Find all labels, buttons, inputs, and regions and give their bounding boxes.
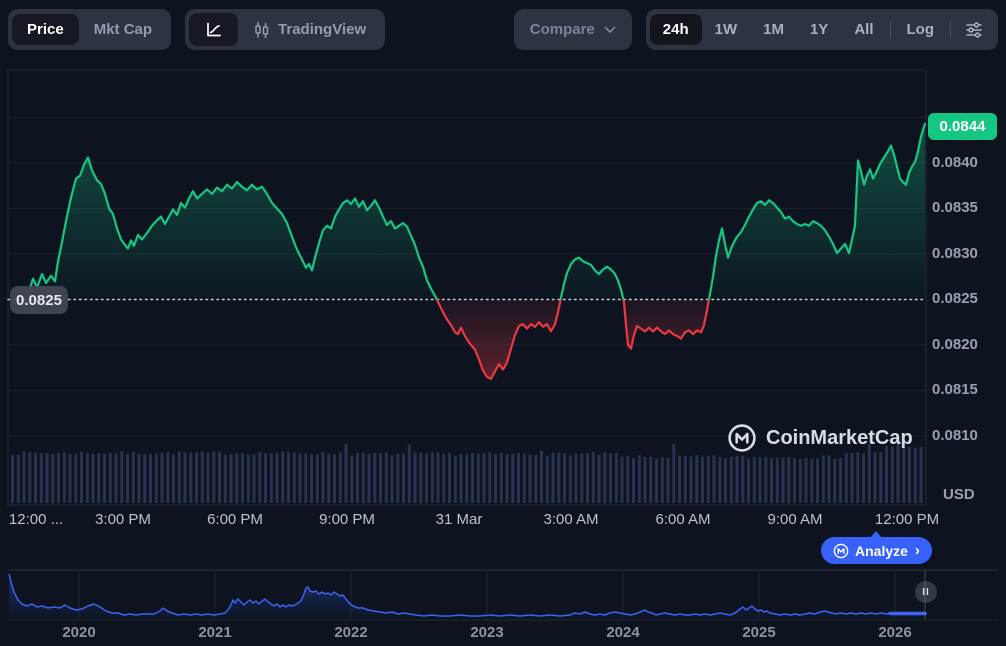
x-axis-label: 31 Mar (436, 511, 483, 528)
x-axis-label: 9:00 AM (767, 511, 822, 528)
chevron-down-icon (604, 26, 616, 34)
sliders-icon (964, 20, 984, 40)
coinmarketcap-logo-icon (833, 543, 849, 559)
range-24h-button[interactable]: 24h (650, 14, 702, 45)
tradingview-label: TradingView (278, 21, 366, 38)
line-chart-icon (204, 20, 223, 39)
y-axis-label: 0.0820 (932, 336, 978, 353)
y-axis-label: 0.0840 (932, 154, 978, 171)
navigator-year-label: 2023 (470, 624, 503, 641)
divider (950, 21, 951, 39)
chart-toolbar: Price Mkt Cap TradingView Compare 24h (8, 9, 998, 50)
x-axis-label: 6:00 AM (655, 511, 710, 528)
navigator-year-label: 2021 (198, 624, 231, 641)
y-axis-label: 0.0815 (932, 381, 978, 398)
chevron-right-icon: › (915, 542, 920, 559)
range-selector: 24h 1W 1M 1Y All Log (646, 9, 998, 50)
x-axis-label: 12:00 ... (9, 511, 63, 528)
analyze-label: Analyze (855, 543, 908, 559)
navigator-year-label: 2020 (62, 624, 95, 641)
x-axis-label: 6:00 PM (207, 511, 263, 528)
mktcap-tab[interactable]: Mkt Cap (79, 14, 167, 45)
y-axis-label: 0.0825 (932, 290, 978, 307)
navigator-year-label: 2022 (334, 624, 367, 641)
y-axis-label: 0.0830 (932, 245, 978, 262)
y-axis-label: 0.0810 (932, 427, 978, 444)
baseline-price-badge: 0.0825 (10, 286, 68, 314)
chart-settings-button[interactable] (954, 14, 994, 46)
coinmarketcap-watermark: CoinMarketCap (727, 423, 913, 453)
analyze-pointer (870, 531, 882, 538)
x-axis-label: 12:00 PM (875, 511, 939, 528)
divider (890, 21, 891, 39)
watermark-text: CoinMarketCap (766, 427, 913, 450)
last-price-badge: 0.0844 (928, 113, 997, 140)
range-all-button[interactable]: All (841, 14, 886, 45)
y-axis-label: 0.0835 (932, 199, 978, 216)
timeline-navigator[interactable] (8, 570, 998, 620)
x-axis-label: 3:00 PM (95, 511, 151, 528)
price-tab[interactable]: Price (12, 14, 79, 45)
x-axis-label: 3:00 AM (543, 511, 598, 528)
compare-label: Compare (530, 21, 595, 38)
navigator-handle[interactable]: II (915, 581, 937, 603)
navigator-year-label: 2025 (742, 624, 775, 641)
analyze-button[interactable]: Analyze › (821, 537, 932, 564)
price-mktcap-toggle: Price Mkt Cap (8, 9, 171, 50)
navigator-year-label: 2024 (606, 624, 639, 641)
log-scale-button[interactable]: Log (894, 14, 948, 45)
tradingview-button[interactable]: TradingView (238, 14, 381, 46)
compare-button[interactable]: Compare (514, 9, 632, 50)
line-chart-type-button[interactable] (189, 13, 238, 46)
range-1y-button[interactable]: 1Y (797, 14, 841, 45)
chart-type-toggle: TradingView (185, 9, 385, 50)
x-axis-label: 9:00 PM (319, 511, 375, 528)
navigator-year-label: 2026 (878, 624, 911, 641)
coinmarketcap-logo-icon (727, 423, 757, 453)
currency-unit-label: USD (943, 486, 975, 503)
range-1w-button[interactable]: 1W (702, 14, 751, 45)
range-1m-button[interactable]: 1M (750, 14, 797, 45)
candlestick-icon (253, 21, 270, 39)
